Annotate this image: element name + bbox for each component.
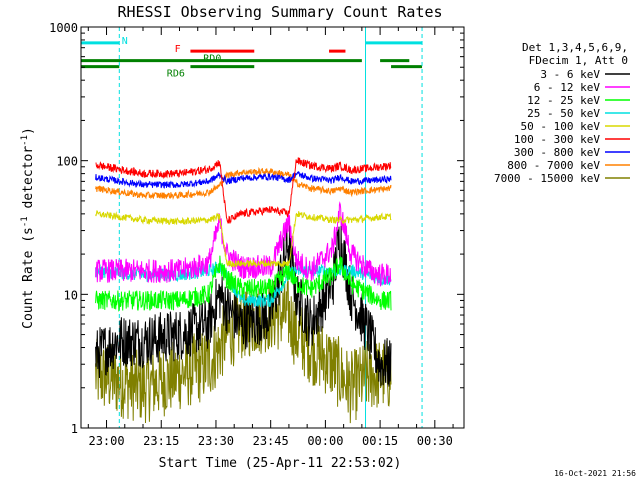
legend-label: 12 - 25 keV	[527, 94, 600, 107]
legend-label: 300 - 800 keV	[514, 146, 600, 159]
y-tick-label: 1000	[49, 21, 78, 35]
x-tick-label: 00:15	[362, 434, 398, 448]
chart-title: RHESSI Observing Summary Count Rates	[117, 3, 442, 21]
y-tick-label: 1	[71, 422, 78, 436]
legend-label: 800 - 7000 keV	[507, 159, 600, 172]
legend-label: 100 - 300 keV	[514, 133, 600, 146]
x-axis-label: Start Time (25-Apr-11 22:53:02)	[159, 456, 402, 471]
ylabel-part-4: )	[21, 127, 36, 135]
flag-bar-label: F	[175, 44, 181, 55]
flag-bars: N F RD0 RD6	[81, 36, 423, 80]
legend-header: FDecim 1, Att 0	[529, 54, 628, 67]
series-line	[95, 225, 392, 387]
legend-label: 6 - 12 keV	[534, 81, 601, 94]
y-tick-label: 10	[64, 288, 78, 302]
series-line	[95, 157, 392, 224]
legend-label: 50 - 100 keV	[521, 120, 601, 133]
series-line	[95, 255, 392, 312]
flag-bar-label: RD0	[203, 54, 221, 65]
y-tick-label: 100	[56, 155, 78, 169]
flag-bar-label: RD6	[167, 69, 185, 80]
series-layer	[95, 157, 392, 424]
legend-label: 25 - 50 keV	[527, 107, 600, 120]
ylabel-part-0: Count Rate (s	[21, 227, 36, 329]
legend-label: 3 - 6 keV	[540, 68, 600, 81]
series-line	[95, 171, 392, 189]
x-tick-label: 23:30	[198, 434, 234, 448]
generated-timestamp: 16-Oct-2021 21:56	[554, 469, 636, 478]
legend-header: Det 1,3,4,5,6,9,	[522, 41, 628, 54]
ylabel-part-3: -1	[20, 135, 30, 146]
series-line	[95, 201, 392, 288]
x-tick-label: 23:15	[143, 434, 179, 448]
x-tick-label: 00:30	[417, 434, 453, 448]
y-axis: 1 10 100 1000	[49, 21, 464, 436]
flag-bar-label: N	[122, 36, 128, 47]
legend: Det 1,3,4,5,6,9,FDecim 1, Att 03 - 6 keV…	[494, 41, 630, 185]
legend-label: 7000 - 15000 keV	[494, 172, 600, 185]
x-tick-label: 23:45	[253, 434, 289, 448]
plot-frame	[80, 26, 465, 429]
x-axis: 23:00 23:15 23:30 23:45 00:00 00:15 00:30	[87, 27, 454, 448]
ylabel-part-2: detector	[21, 146, 36, 217]
x-tick-label: 00:00	[307, 434, 343, 448]
series-line	[95, 166, 392, 200]
series-line	[95, 280, 392, 424]
series-line	[95, 210, 392, 268]
ylabel-part-1: -1	[20, 216, 30, 227]
y-axis-label: Count Rate (s-1 detector-1)	[20, 127, 36, 329]
x-tick-label: 23:00	[88, 434, 124, 448]
